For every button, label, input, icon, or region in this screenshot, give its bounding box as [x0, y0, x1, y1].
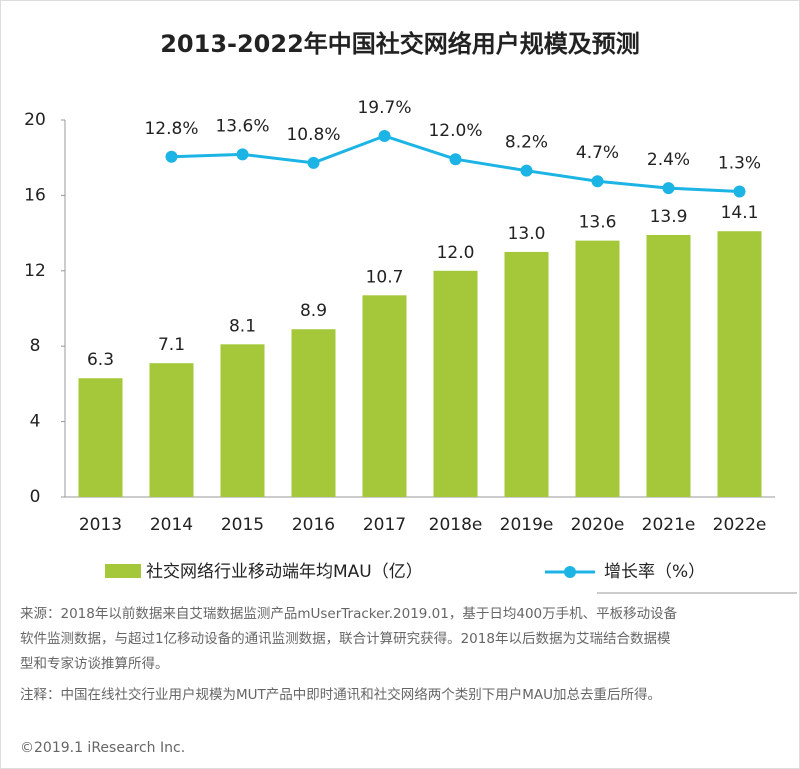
bar — [575, 240, 620, 497]
legend-label: 增长率（%） — [604, 562, 705, 582]
point — [165, 150, 178, 163]
bar — [362, 295, 407, 497]
point — [733, 185, 746, 198]
y-tick-label: 0 — [30, 487, 41, 507]
data-label: 10.7 — [366, 267, 404, 287]
point — [307, 156, 320, 169]
legend-swatch — [564, 566, 576, 578]
data-label: 13.0 — [508, 224, 546, 244]
bar — [717, 231, 762, 497]
chart-title: 2013-2022年中国社交网络用户规模及预测 — [160, 30, 640, 58]
note: 软件监测数据，与超过1亿移动设备的通讯监测数据，联合计算研究获得。2018年以后… — [20, 630, 671, 647]
data-label: 8.2% — [505, 133, 548, 153]
bar — [149, 363, 194, 497]
x-tick-label: 2014 — [150, 515, 193, 535]
data-label: 12.0 — [437, 243, 475, 263]
bar — [433, 270, 478, 497]
bar — [220, 344, 265, 497]
data-label: 13.9 — [650, 207, 688, 227]
note: 型和专家访谈推算所得。 — [20, 655, 169, 672]
data-label: 13.6% — [215, 116, 269, 136]
point — [520, 164, 533, 177]
legend-label: 社交网络行业移动端年均MAU（亿） — [146, 562, 423, 582]
x-tick-label: 2013 — [79, 515, 122, 535]
bar — [646, 234, 691, 498]
point — [591, 175, 604, 188]
y-tick-label: 4 — [30, 412, 41, 432]
note: 注释：中国在线社交行业用户规模为MUT产品中即时通讯和社交网络两个类别下用户MA… — [20, 686, 661, 703]
data-label: 2.4% — [647, 150, 690, 170]
x-tick-label: 2015 — [221, 515, 264, 535]
point — [449, 153, 462, 166]
bar — [504, 251, 549, 497]
point — [378, 129, 391, 142]
data-label: 12.8% — [144, 119, 198, 139]
data-label: 8.9 — [300, 301, 327, 321]
data-label: 8.1 — [229, 316, 256, 336]
data-label: 19.7% — [357, 98, 411, 118]
note: 来源：2018年以前数据来自艾瑞数据监测产品mUserTracker.2019.… — [20, 605, 678, 622]
x-tick-label: 2018e — [429, 515, 483, 535]
legend-swatch — [105, 564, 141, 578]
point — [236, 148, 249, 161]
point — [662, 182, 675, 195]
x-tick-label: 2016 — [292, 515, 335, 535]
data-label: 1.3% — [718, 153, 761, 173]
data-label: 7.1 — [158, 335, 185, 355]
data-label: 14.1 — [721, 203, 759, 223]
bar — [78, 378, 123, 497]
y-tick-label: 8 — [30, 336, 41, 356]
bar — [291, 329, 336, 497]
data-label: 4.7% — [576, 143, 619, 163]
x-tick-label: 2021e — [642, 515, 696, 535]
data-label: 12.0% — [428, 121, 482, 141]
y-tick-label: 20 — [24, 110, 46, 130]
x-tick-label: 2020e — [571, 515, 625, 535]
x-tick-label: 2017 — [363, 515, 406, 535]
footer: ©2019.1 iResearch Inc. — [20, 740, 185, 756]
x-tick-label: 2019e — [500, 515, 554, 535]
y-tick-label: 16 — [24, 185, 46, 205]
data-label: 6.3 — [87, 350, 114, 370]
y-tick-label: 12 — [24, 261, 46, 281]
data-label: 13.6 — [579, 213, 617, 233]
x-tick-label: 2022e — [713, 515, 767, 535]
data-label: 10.8% — [286, 125, 340, 145]
